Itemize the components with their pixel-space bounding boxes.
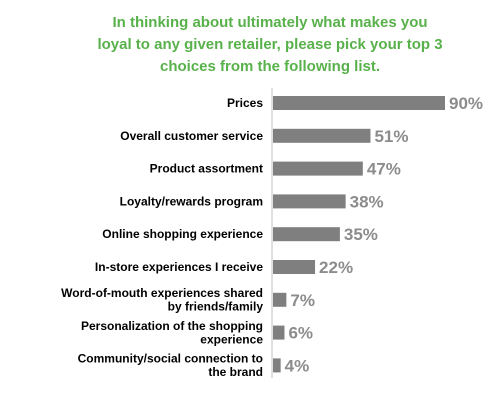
bar bbox=[273, 227, 340, 242]
category-label: Word-of-mouth experiences shared bbox=[61, 286, 263, 300]
category-label: In-store experiences I receive bbox=[95, 260, 263, 274]
bar bbox=[273, 325, 285, 340]
data-label: 35% bbox=[344, 225, 378, 244]
category-label: Community/social connection to bbox=[78, 352, 263, 366]
data-label: 38% bbox=[350, 192, 384, 211]
data-label: 90% bbox=[449, 94, 483, 113]
data-label: 51% bbox=[374, 127, 408, 146]
category-label: Personalization of the shopping bbox=[81, 319, 263, 333]
category-label: Online shopping experience bbox=[102, 227, 263, 241]
data-label: 7% bbox=[290, 291, 315, 310]
bar bbox=[273, 358, 281, 373]
category-label: Product assortment bbox=[150, 162, 263, 176]
bar bbox=[273, 96, 445, 110]
category-label: experience bbox=[200, 332, 263, 346]
chart-title-line: choices from the following list. bbox=[159, 58, 381, 75]
data-label: 47% bbox=[367, 160, 401, 179]
bar bbox=[273, 260, 316, 274]
category-label: by friends/family bbox=[168, 300, 264, 314]
bar bbox=[273, 292, 287, 307]
data-label: 22% bbox=[319, 258, 353, 277]
category-label: Loyalty/rewards program bbox=[120, 194, 263, 208]
bar bbox=[273, 194, 346, 209]
bar bbox=[273, 161, 363, 176]
category-label: the brand bbox=[208, 365, 263, 379]
chart-title: In thinking about ultimately what makes … bbox=[60, 12, 480, 78]
data-label: 6% bbox=[288, 324, 313, 343]
category-label: Overall customer service bbox=[120, 129, 263, 143]
chart-title-line: loyal to any given retailer, please pick… bbox=[97, 36, 443, 53]
data-label: 4% bbox=[285, 356, 310, 375]
category-label: Prices bbox=[227, 96, 263, 110]
chart-title-line: In thinking about ultimately what makes … bbox=[112, 14, 428, 31]
bar bbox=[273, 128, 371, 143]
